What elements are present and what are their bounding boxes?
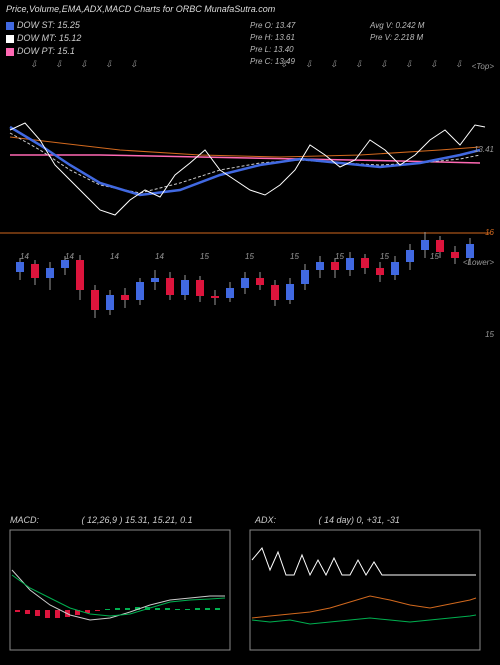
macd-params: ( 12,26,9 ) 15.31, 15.21, 0.1 bbox=[82, 515, 193, 525]
svg-text:⇩: ⇩ bbox=[280, 59, 288, 69]
legend-st-label: DOW ST: 15.25 bbox=[17, 20, 80, 30]
chart-title: Price,Volume,EMA,ADX,MACD Charts for ORB… bbox=[6, 4, 275, 14]
swatch-st bbox=[6, 22, 14, 30]
svg-text:⇩: ⇩ bbox=[455, 59, 463, 69]
svg-text:⇩: ⇩ bbox=[355, 59, 363, 69]
volume-stats: Avg V: 0.242 MPre V: 2.218 M bbox=[370, 20, 424, 44]
svg-text:⇩: ⇩ bbox=[330, 59, 338, 69]
svg-text:⇩: ⇩ bbox=[405, 59, 413, 69]
svg-text:⇩: ⇩ bbox=[380, 59, 388, 69]
macd-label: MACD: ( 12,26,9 ) 15.31, 15.21, 0.1 bbox=[10, 515, 193, 525]
legend-mt-label: DOW MT: 15.12 bbox=[17, 33, 81, 43]
svg-text:⇩: ⇩ bbox=[105, 59, 113, 69]
top-marker: <Top> bbox=[472, 62, 494, 71]
swatch-mt bbox=[6, 35, 14, 43]
svg-text:⇩: ⇩ bbox=[305, 59, 313, 69]
indicator-panels bbox=[0, 525, 500, 665]
legend-dow-st: DOW ST: 15.25 bbox=[6, 20, 80, 30]
svg-text:⇩: ⇩ bbox=[30, 59, 38, 69]
svg-text:⇩: ⇩ bbox=[80, 59, 88, 69]
svg-text:⇩: ⇩ bbox=[55, 59, 63, 69]
adx-label: ADX: ( 14 day) 0, +31, -31 bbox=[255, 515, 400, 525]
adx-title: ADX: bbox=[255, 515, 276, 525]
macd-title: MACD: bbox=[10, 515, 39, 525]
legend-dow-mt: DOW MT: 15.12 bbox=[6, 33, 81, 43]
adx-params: ( 14 day) 0, +31, -31 bbox=[319, 515, 400, 525]
svg-text:⇩: ⇩ bbox=[430, 59, 438, 69]
price-label-1: 13.41 bbox=[474, 145, 494, 154]
svg-text:⇩: ⇩ bbox=[130, 59, 138, 69]
candle-y-label: 15 bbox=[485, 330, 494, 339]
candlestick-chart bbox=[0, 210, 500, 390]
